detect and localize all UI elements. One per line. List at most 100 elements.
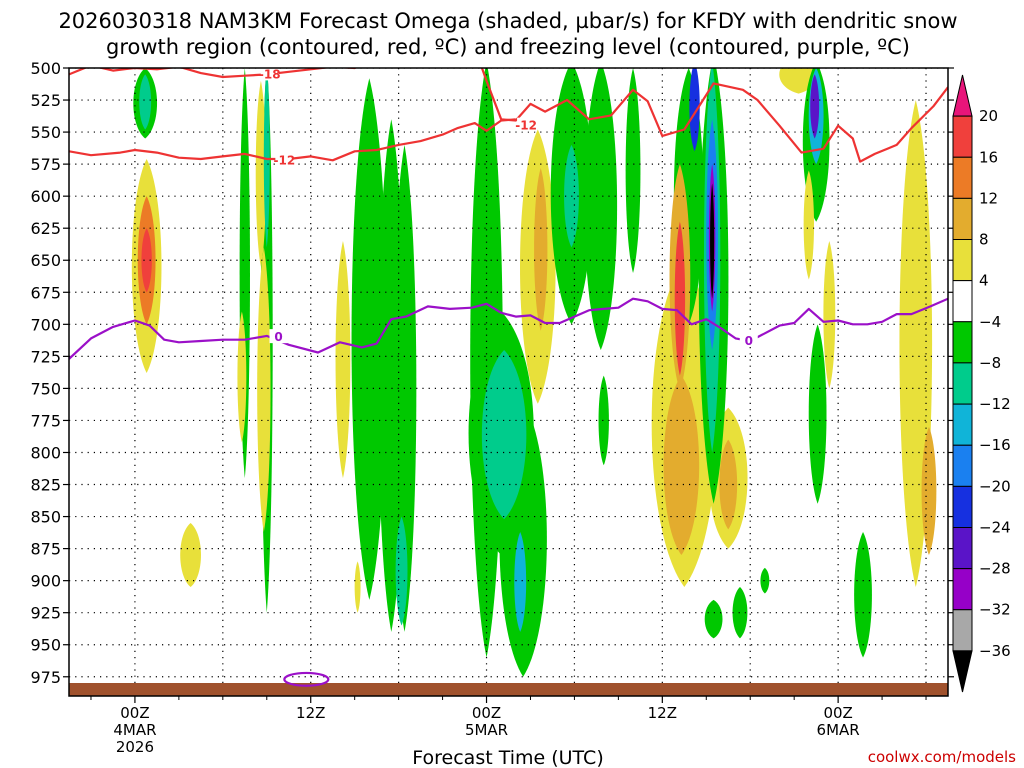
x-tick-label: 12Z <box>296 704 325 722</box>
colorbar-label: 20 <box>979 107 998 125</box>
y-tick-label: 875 <box>30 540 61 559</box>
colorbar-label: 4 <box>979 272 989 290</box>
y-tick-label: 725 <box>30 347 61 366</box>
colorbar-swatch <box>952 156 973 199</box>
colorbar-swatch <box>952 526 973 570</box>
contour-label-bg <box>275 152 294 167</box>
contour-label: -12 <box>515 119 537 133</box>
colorbar-label: 8 <box>979 231 989 249</box>
omega-region <box>534 167 548 331</box>
omega-region <box>719 439 738 530</box>
colorbar-swatch <box>952 609 973 652</box>
omega-region <box>823 241 836 389</box>
y-tick-label: 500 <box>30 59 61 78</box>
omega-region <box>625 68 641 274</box>
omega-region <box>803 170 815 280</box>
omega-region <box>710 183 715 299</box>
chart-title-line1: 2026030318 NAM3KM Forecast Omega (shaded… <box>58 9 957 33</box>
y-axis-ticks: 500 525 550 575 600 625 650 675 700 725 750 775 800 8… <box>30 59 954 687</box>
colorbar-swatch <box>952 568 973 611</box>
x-tick-label: 00Z <box>472 704 501 722</box>
temperature-contours: -18 -12 -12 0 0 <box>69 67 948 687</box>
omega-region <box>180 522 201 588</box>
omega-region <box>732 587 748 639</box>
y-tick-label: 550 <box>30 123 61 142</box>
x-tick-label: 4MAR <box>113 721 156 739</box>
colorbar-label: 16 <box>979 148 998 166</box>
colorbar-label: −12 <box>979 395 1011 413</box>
y-tick-label: 825 <box>30 476 61 495</box>
contour-label-bg <box>269 329 288 344</box>
chart-title-line2: growth region (contoured, red, ºC) and f… <box>106 35 910 59</box>
colorbar-swatch <box>952 321 973 364</box>
colorbar-swatch <box>952 74 973 117</box>
colorbar-label: −28 <box>979 560 1011 578</box>
y-tick-label: 750 <box>30 379 61 398</box>
colorbar-swatch <box>952 197 973 241</box>
omega-region <box>704 599 723 639</box>
colorbar-label: −16 <box>979 436 1011 454</box>
colorbar-label: 12 <box>979 189 998 207</box>
colorbar-label: −24 <box>979 518 1011 536</box>
omega-region <box>921 426 937 556</box>
y-tick-label: 525 <box>30 91 61 110</box>
colorbar-swatch <box>952 115 973 158</box>
x-tick-label: 2026 <box>116 738 154 756</box>
colorbar-swatch <box>952 485 973 528</box>
omega-region <box>335 241 351 479</box>
omega-region <box>141 228 152 293</box>
omega-region <box>854 531 872 658</box>
omega-region <box>760 567 770 594</box>
y-tick-label: 575 <box>30 155 61 174</box>
omega-region <box>139 74 152 130</box>
omega-region <box>808 324 827 504</box>
contour-dendritic-minus12-upper <box>480 68 948 163</box>
omega-region <box>481 349 527 520</box>
y-tick-label: 925 <box>30 604 61 623</box>
x-tick-label: 5MAR <box>465 721 508 739</box>
contour-label-bg <box>517 117 536 132</box>
x-axis-label: Forecast Time (UTC) <box>412 747 603 768</box>
contour-dendritic-minus18 <box>69 68 358 79</box>
grid-lines <box>69 68 948 696</box>
contour-label: -12 <box>274 153 296 167</box>
colorbar-swatch <box>952 650 973 693</box>
y-tick-label: 850 <box>30 508 61 527</box>
colorbar-label: −36 <box>979 642 1011 660</box>
x-tick-label: 12Z <box>648 704 677 722</box>
y-tick-label: 675 <box>30 283 61 302</box>
contour-label: -18 <box>259 67 281 81</box>
y-tick-label: 700 <box>30 315 61 334</box>
omega-region <box>237 311 247 443</box>
colorbar: 20 16 12 8 4 −4 −8 −12 −16 −20 −24 −28 −32 −36 <box>952 74 1011 693</box>
y-tick-label: 900 <box>30 572 61 591</box>
ground-surface <box>69 683 948 696</box>
x-tick-label: 6MAR <box>817 721 860 739</box>
omega-region <box>810 74 820 139</box>
x-tick-label: 00Z <box>823 704 852 722</box>
y-tick-label: 800 <box>30 443 61 462</box>
omega-region <box>663 375 700 556</box>
colorbar-swatch <box>952 362 973 405</box>
contour-freezing-level <box>69 297 948 360</box>
colorbar-swatch <box>952 403 973 446</box>
colorbar-label: −32 <box>979 601 1011 619</box>
y-tick-label: 950 <box>30 636 61 655</box>
omega-region <box>689 68 700 152</box>
omega-region <box>351 78 388 600</box>
omega-region <box>255 80 267 267</box>
credit-link[interactable]: coolwx.com/models <box>868 748 1016 766</box>
omega-region <box>354 561 361 613</box>
contour-dendritic-minus12-lower <box>69 118 516 162</box>
y-tick-label: 625 <box>30 219 61 238</box>
y-tick-label: 775 <box>30 411 61 430</box>
omega-region <box>263 68 270 248</box>
colorbar-swatch <box>952 239 973 282</box>
y-tick-label: 650 <box>30 251 61 270</box>
y-tick-label: 600 <box>30 187 61 206</box>
colorbar-swatch <box>952 444 973 487</box>
colorbar-label: −4 <box>979 313 1001 331</box>
omega-region <box>514 531 527 632</box>
